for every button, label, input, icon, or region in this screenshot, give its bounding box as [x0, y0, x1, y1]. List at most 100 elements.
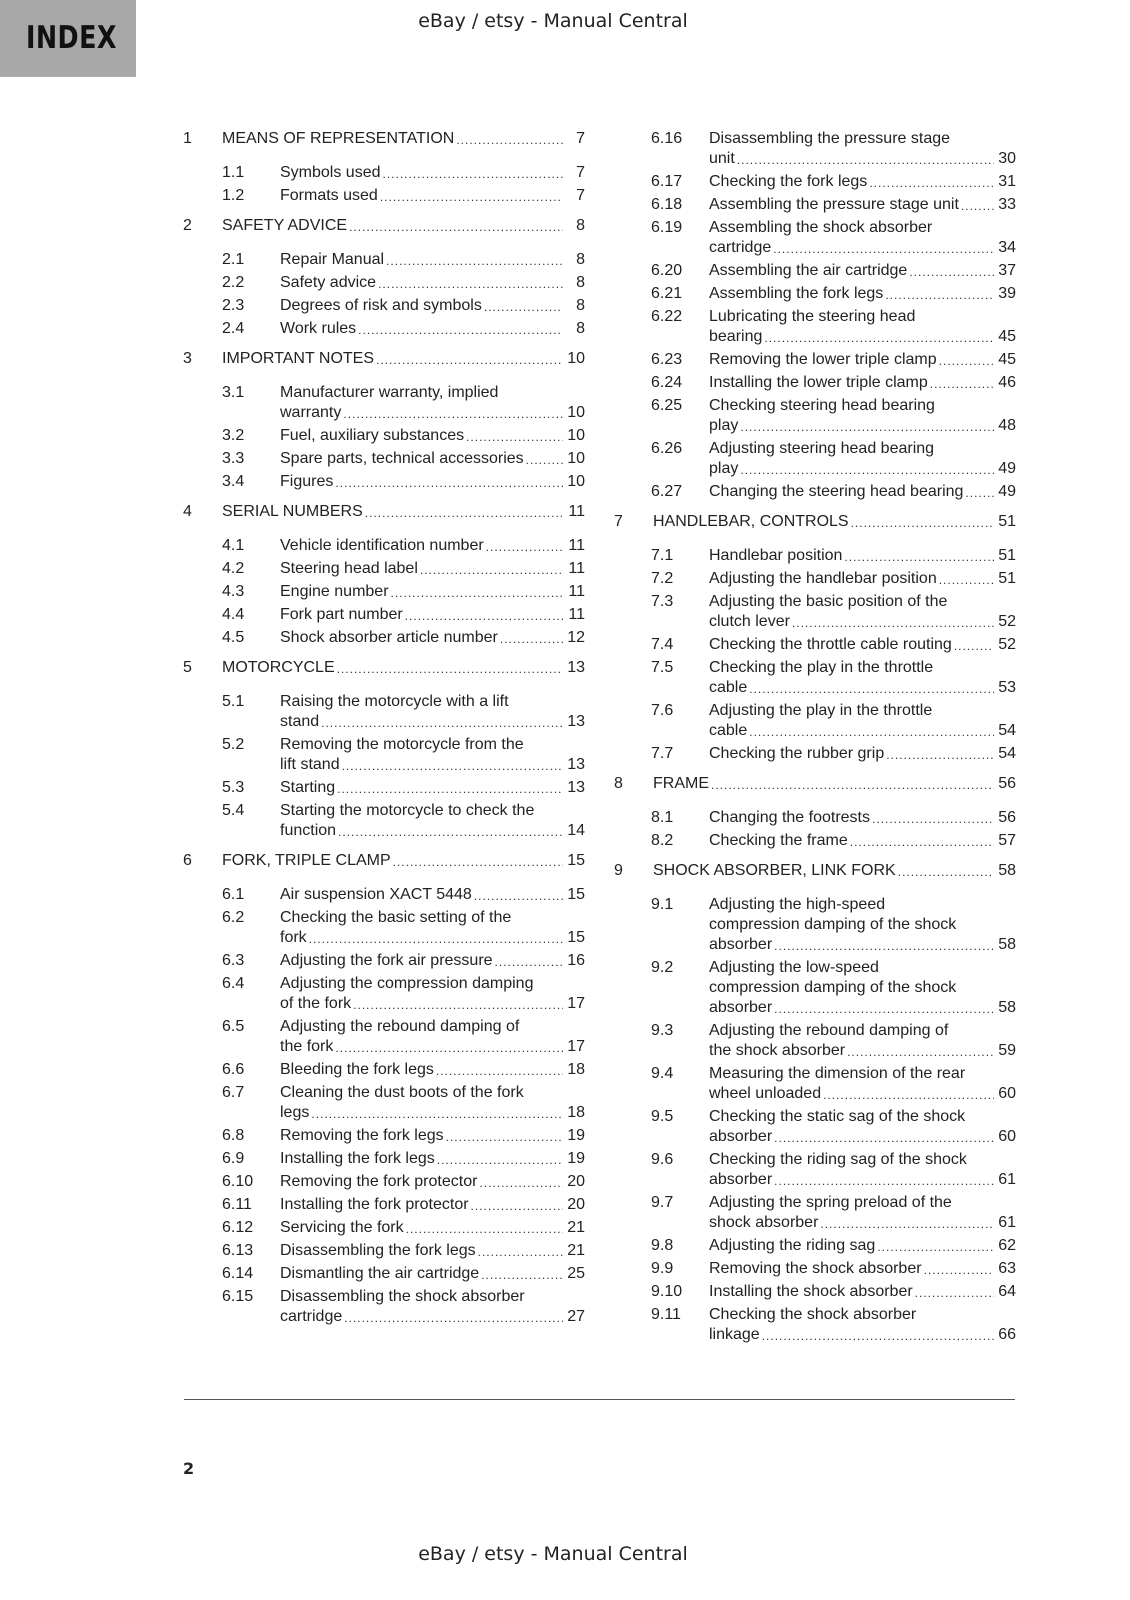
toc-chapter-entry[interactable]: 7 HANDLEBAR, CONTROLS....................…: [614, 512, 1016, 532]
toc-chapter-entry[interactable]: 4 SERIAL NUMBERS.........................…: [183, 502, 585, 522]
entry-number: 9.11: [651, 1306, 681, 1323]
toc-section-entry[interactable]: 6.24 Installing the lower triple clamp...…: [614, 373, 1016, 393]
toc-section-entry[interactable]: 4.3 Engine number........................…: [183, 582, 585, 602]
entry-title: Cleaning the dust boots of the fork: [280, 1084, 524, 1101]
toc-section-entry[interactable]: 6.27 Changing the steering head bearing..…: [614, 482, 1016, 502]
toc-section-entry[interactable]: 6.3 Adjusting the fork air pressure......…: [183, 951, 585, 971]
dot-leader: ........................................…: [886, 748, 994, 762]
toc-section-entry[interactable]: 5.4 Starting the motorcycle to check the f…: [183, 801, 585, 841]
toc-section-entry[interactable]: 5.1 Raising the motorcycle with a lift sta…: [183, 692, 585, 732]
toc-section-entry[interactable]: 2.1 Repair Manual........................…: [183, 250, 585, 270]
entry-number: 5: [183, 659, 192, 676]
toc-section-entry[interactable]: 6.13 Disassembling the fork legs.........…: [183, 1241, 585, 1261]
toc-section-entry[interactable]: 6.17 Checking the fork legs..............…: [614, 172, 1016, 192]
toc-chapter-entry[interactable]: 8 FRAME..................................…: [614, 774, 1016, 794]
entry-title: Lubricating the steering head: [709, 308, 916, 325]
toc-section-entry[interactable]: 8.2 Checking the frame...................…: [614, 831, 1016, 851]
toc-section-entry[interactable]: 3.3 Spare parts, technical accessories...…: [183, 449, 585, 469]
entry-title: Removing the fork protector: [280, 1173, 478, 1190]
toc-section-entry[interactable]: 9.1 Adjusting the high-speed compression d…: [614, 895, 1016, 955]
toc-section-entry[interactable]: 2.3 Degrees of risk and symbols..........…: [183, 296, 585, 316]
dot-leader: ........................................…: [435, 1064, 563, 1078]
toc-column-left: 1 MEANS OF REPRESENTATION................…: [183, 129, 585, 1330]
toc-section-entry[interactable]: 6.8 Removing the fork legs...............…: [183, 1126, 585, 1146]
entry-title: Changing the steering head bearing: [709, 483, 964, 500]
toc-section-entry[interactable]: 9.7 Adjusting the spring preload of the sh…: [614, 1193, 1016, 1233]
toc-section-entry[interactable]: 6.10 Removing the fork protector.........…: [183, 1172, 585, 1192]
toc-section-entry[interactable]: 6.7 Cleaning the dust boots of the fork le…: [183, 1083, 585, 1123]
toc-section-entry[interactable]: 6.21 Assembling the fork legs............…: [614, 284, 1016, 304]
dot-leader: ........................................…: [349, 220, 563, 234]
toc-section-entry[interactable]: 8.1 Changing the footrests...............…: [614, 808, 1016, 828]
entry-title: Assembling the air cartridge: [709, 262, 908, 279]
toc-section-entry[interactable]: 6.5 Adjusting the rebound damping of the f…: [183, 1017, 585, 1057]
toc-section-entry[interactable]: 9.5 Checking the static sag of the shock a…: [614, 1107, 1016, 1147]
toc-section-entry[interactable]: 6.15 Disassembling the shock absorber cart…: [183, 1287, 585, 1327]
toc-section-entry[interactable]: 6.20 Assembling the air cartridge........…: [614, 261, 1016, 281]
toc-section-entry[interactable]: 6.11 Installing the fork protector.......…: [183, 1195, 585, 1215]
toc-section-entry[interactable]: 6.1 Air suspension XACT 5448.............…: [183, 885, 585, 905]
toc-section-entry[interactable]: 2.4 Work rules...........................…: [183, 319, 585, 339]
toc-section-entry[interactable]: 6.6 Bleeding the fork legs...............…: [183, 1060, 585, 1080]
toc-section-entry[interactable]: 6.16 Disassembling the pressure stage unit…: [614, 129, 1016, 169]
entry-number: 2.2: [222, 274, 245, 291]
toc-section-entry[interactable]: 4.1 Vehicle identification number........…: [183, 536, 585, 556]
toc-section-entry[interactable]: 9.2 Adjusting the low-speed compression da…: [614, 958, 1016, 1018]
toc-section-entry[interactable]: 1.1 Symbols used.........................…: [183, 163, 585, 183]
toc-section-entry[interactable]: 7.3 Adjusting the basic position of the cl…: [614, 592, 1016, 632]
toc-section-entry[interactable]: 7.1 Handlebar position...................…: [614, 546, 1016, 566]
entry-number: 8.1: [651, 809, 674, 826]
toc-chapter-entry[interactable]: 9 SHOCK ABSORBER, LINK FORK..............…: [614, 861, 1016, 881]
toc-section-entry[interactable]: 5.3 Starting.............................…: [183, 778, 585, 798]
toc-section-entry[interactable]: 7.4 Checking the throttle cable routing..…: [614, 635, 1016, 655]
entry-page-number: 11: [568, 560, 585, 577]
toc-section-entry[interactable]: 6.22 Lubricating the steering head bearing…: [614, 307, 1016, 347]
toc-section-entry[interactable]: 3.1 Manufacturer warranty, implied warrant…: [183, 383, 585, 423]
toc-section-entry[interactable]: 6.14 Dismantling the air cartridge.......…: [183, 1264, 585, 1284]
toc-section-entry[interactable]: 5.2 Removing the motorcycle from the lift …: [183, 735, 585, 775]
toc-section-entry[interactable]: 9.11 Checking the shock absorber linkage..…: [614, 1305, 1016, 1345]
toc-section-entry[interactable]: 6.25 Checking steering head bearing play..…: [614, 396, 1016, 436]
toc-section-entry[interactable]: 6.4 Adjusting the compression damping of t…: [183, 974, 585, 1014]
toc-section-entry[interactable]: 6.23 Removing the lower triple clamp.....…: [614, 350, 1016, 370]
entry-title: Adjusting the high-speed: [709, 896, 886, 913]
toc-section-entry[interactable]: 4.2 Steering head label..................…: [183, 559, 585, 579]
toc-section-entry[interactable]: 6.18 Assembling the pressure stage unit..…: [614, 195, 1016, 215]
entry-page-number: 51: [998, 513, 1016, 530]
entry-number: 6.3: [222, 952, 245, 969]
toc-section-entry[interactable]: 6.19 Assembling the shock absorber cartrid…: [614, 218, 1016, 258]
toc-section-entry[interactable]: 9.8 Adjusting the riding sag.............…: [614, 1236, 1016, 1256]
entry-title: of the fork: [280, 995, 352, 1012]
entry-title: wheel unloaded: [709, 1085, 822, 1102]
entry-page-number: 18: [567, 1061, 585, 1078]
toc-chapter-entry[interactable]: 5 MOTORCYCLE.............................…: [183, 658, 585, 678]
toc-section-entry[interactable]: 7.2 Adjusting the handlebar position.....…: [614, 569, 1016, 589]
toc-section-entry[interactable]: 4.5 Shock absorber article number........…: [183, 628, 585, 648]
toc-chapter-entry[interactable]: 6 FORK, TRIPLE CLAMP.....................…: [183, 851, 585, 871]
entry-page-number: 46: [998, 374, 1016, 391]
toc-section-entry[interactable]: 2.2 Safety advice........................…: [183, 273, 585, 293]
dot-leader: ........................................…: [869, 176, 994, 190]
toc-section-entry[interactable]: 1.2 Formats used.........................…: [183, 186, 585, 206]
toc-section-entry[interactable]: 3.4 Figures..............................…: [183, 472, 585, 492]
toc-chapter-entry[interactable]: 3 IMPORTANT NOTES........................…: [183, 349, 585, 369]
entry-number: 6.23: [651, 351, 683, 368]
toc-section-entry[interactable]: 6.26 Adjusting steering head bearing play.…: [614, 439, 1016, 479]
toc-section-entry[interactable]: 7.5 Checking the play in the throttle cabl…: [614, 658, 1016, 698]
toc-section-entry[interactable]: 7.7 Checking the rubber grip.............…: [614, 744, 1016, 764]
toc-section-entry[interactable]: 3.2 Fuel, auxiliary substances...........…: [183, 426, 585, 446]
toc-section-entry[interactable]: 9.3 Adjusting the rebound damping of the s…: [614, 1021, 1016, 1061]
toc-section-entry[interactable]: 9.6 Checking the riding sag of the shock a…: [614, 1150, 1016, 1190]
toc-section-entry[interactable]: 6.2 Checking the basic setting of the fork…: [183, 908, 585, 948]
toc-chapter-entry[interactable]: 2 SAFETY ADVICE..........................…: [183, 216, 585, 236]
toc-section-entry[interactable]: 6.9 Installing the fork legs.............…: [183, 1149, 585, 1169]
toc-section-entry[interactable]: 4.4 Fork part number.....................…: [183, 605, 585, 625]
toc-section-entry[interactable]: 9.10 Installing the shock absorber.......…: [614, 1282, 1016, 1302]
toc-section-entry[interactable]: 9.4 Measuring the dimension of the rear wh…: [614, 1064, 1016, 1104]
toc-section-entry[interactable]: 6.12 Servicing the fork..................…: [183, 1218, 585, 1238]
toc-chapter-entry[interactable]: 1 MEANS OF REPRESENTATION................…: [183, 129, 585, 149]
entry-title: unit: [709, 150, 735, 167]
toc-section-entry[interactable]: 7.6 Adjusting the play in the throttle cab…: [614, 701, 1016, 741]
entry-title: Installing the shock absorber: [709, 1283, 913, 1300]
toc-section-entry[interactable]: 9.9 Removing the shock absorber..........…: [614, 1259, 1016, 1279]
